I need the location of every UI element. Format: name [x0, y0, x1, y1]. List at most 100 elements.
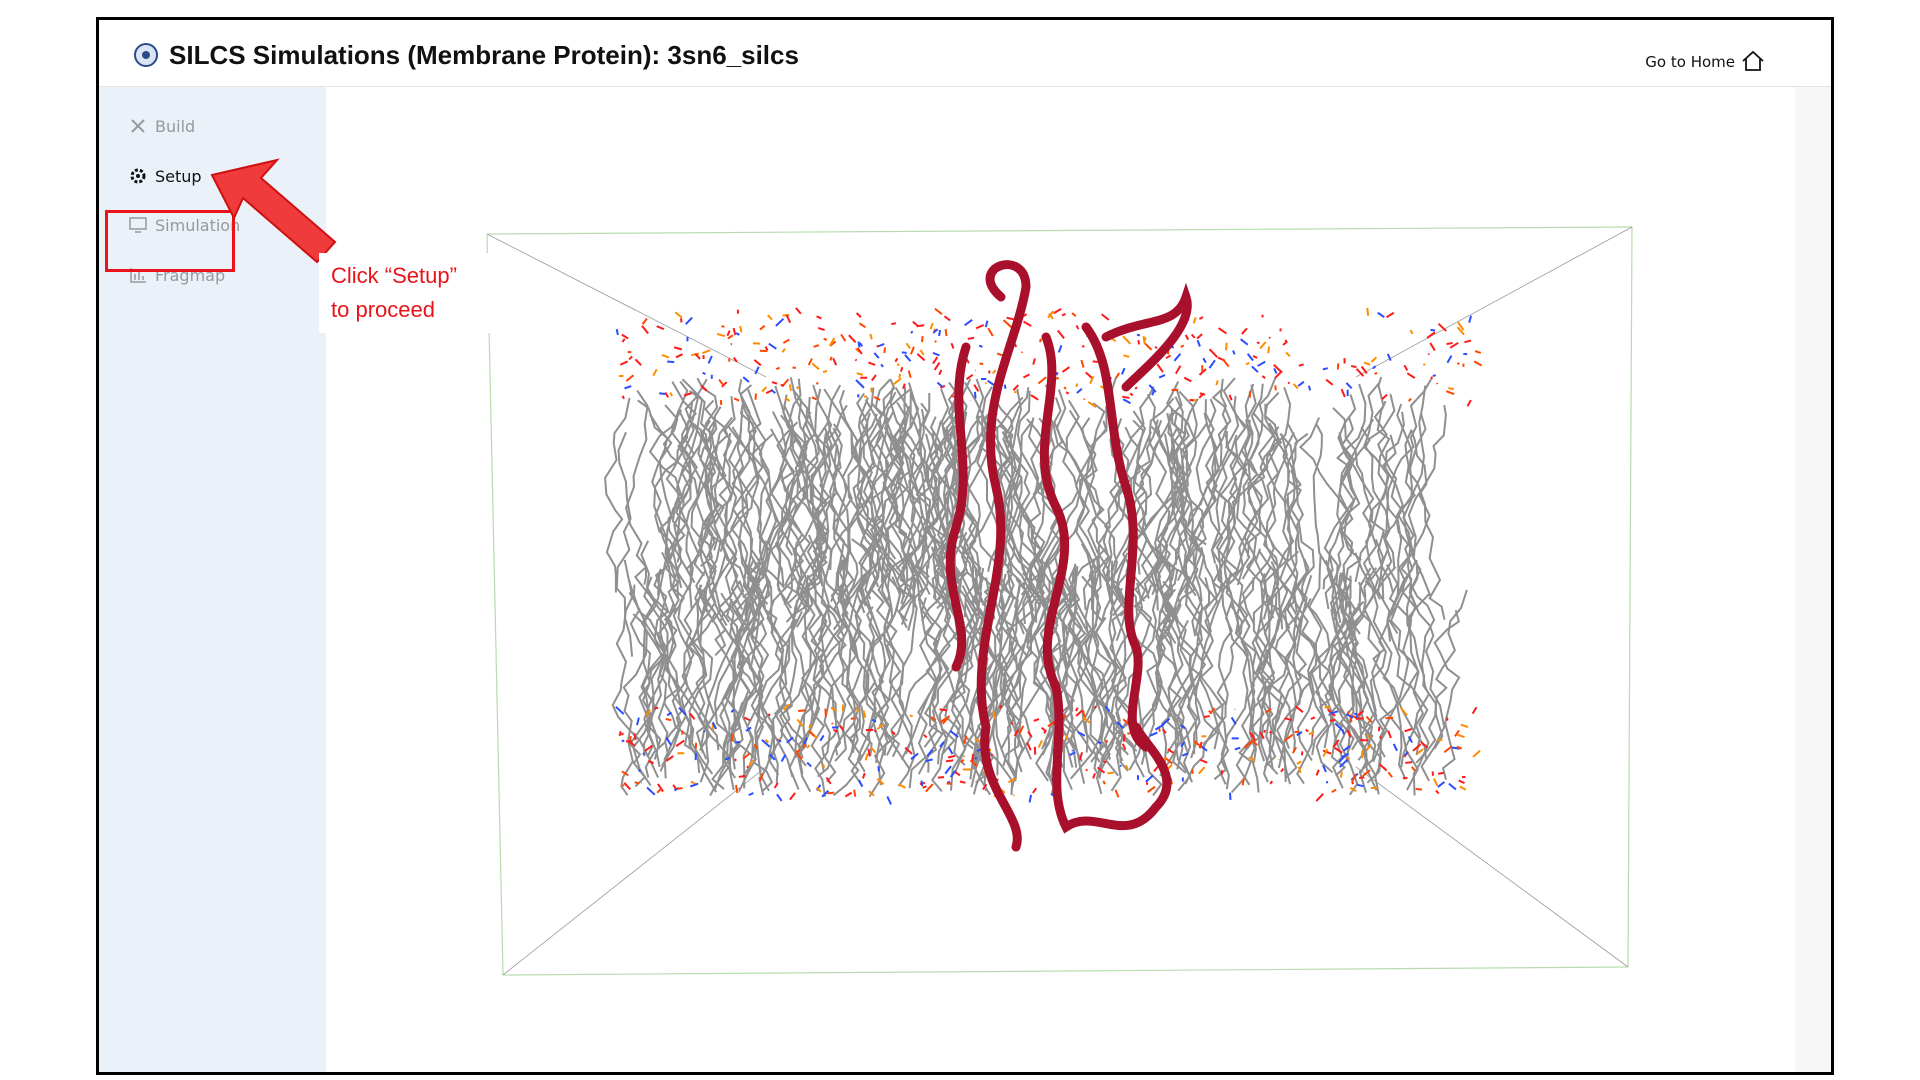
head-group: [1358, 776, 1365, 779]
nav-setup[interactable]: Setup: [129, 167, 202, 186]
head-group: [1341, 729, 1345, 735]
lipid-tail: [1318, 548, 1343, 749]
box-edge: [502, 766, 767, 976]
head-group: [1273, 367, 1278, 374]
head-group: [1426, 331, 1436, 339]
head-group: [654, 706, 659, 710]
head-group: [1332, 739, 1340, 748]
head-group: [1378, 763, 1388, 772]
lipid-tail: [1053, 397, 1110, 590]
head-group: [942, 715, 951, 725]
head-group: [873, 352, 880, 359]
lipid-tail: [1155, 606, 1199, 777]
head-group: [1028, 794, 1033, 803]
lipid-tail: [794, 554, 830, 759]
box-edge: [1355, 226, 1633, 378]
head-group: [829, 356, 833, 361]
head-group: [859, 342, 864, 347]
lipid-tail: [1103, 410, 1147, 617]
head-group: [900, 366, 904, 372]
lipid-tail: [856, 606, 887, 773]
lipid-tail: [1004, 565, 1047, 776]
head-group: [689, 712, 696, 720]
head-group: [855, 379, 865, 389]
lipid-tail: [1133, 388, 1183, 575]
head-group: [1339, 771, 1343, 778]
head-group: [1454, 729, 1460, 737]
head-group: [858, 322, 866, 329]
head-group: [1208, 710, 1211, 713]
home-icon[interactable]: [1741, 50, 1765, 72]
nav-simulation[interactable]: Simulation: [129, 216, 240, 235]
lipid-tail: [889, 391, 930, 578]
head-group: [621, 739, 625, 743]
head-group: [947, 746, 954, 755]
head-group: [1189, 398, 1195, 402]
lipid-tail: [1098, 582, 1144, 779]
protein-ribbon: [1101, 282, 1192, 392]
head-group: [664, 391, 670, 398]
head-group: [1144, 342, 1153, 351]
head-group: [1420, 741, 1429, 749]
head-group: [1083, 398, 1086, 401]
head-group: [830, 706, 838, 712]
head-group: [856, 347, 863, 355]
head-group: [656, 788, 662, 794]
head-group: [1127, 732, 1131, 735]
nav-label[interactable]: Simulation: [155, 216, 241, 235]
nav-label[interactable]: Build: [155, 117, 196, 136]
head-group: [1466, 399, 1472, 407]
home-text[interactable]: Go to Home: [1645, 53, 1735, 71]
head-group: [646, 786, 656, 796]
lipid-tail: [767, 396, 816, 587]
head-group: [1322, 367, 1329, 371]
lipid-tail: [1145, 556, 1173, 766]
head-group: [1443, 745, 1453, 754]
lipid-tail: [1148, 397, 1179, 597]
head-group: [982, 783, 988, 791]
head-group: [778, 739, 782, 743]
annotation-line: Click “Setup”: [331, 263, 457, 288]
head-group: [1065, 391, 1070, 395]
head-group: [1351, 773, 1357, 783]
head-group: [745, 726, 752, 732]
head-group: [824, 708, 827, 717]
lipid-tail: [1337, 394, 1375, 583]
head-group: [803, 737, 808, 745]
head-group: [1423, 363, 1426, 366]
head-group: [916, 324, 925, 328]
head-group: [1460, 723, 1469, 728]
head-group: [678, 707, 687, 716]
head-group: [959, 780, 966, 784]
head-group: [1349, 786, 1357, 793]
head-group: [1215, 380, 1219, 386]
head-group: [711, 721, 718, 730]
lipid-tail: [884, 401, 907, 604]
head-group: [615, 706, 625, 715]
head-group: [675, 739, 685, 747]
head-group: [826, 791, 835, 795]
head-group: [1340, 388, 1346, 398]
lipid-tail: [1363, 567, 1407, 780]
lipid-tail: [925, 433, 965, 631]
head-group: [1075, 325, 1080, 330]
head-group: [1023, 320, 1032, 327]
head-group: [1103, 760, 1107, 764]
head-group: [883, 347, 887, 354]
head-group: [1366, 307, 1370, 316]
lipid-tail: [742, 567, 764, 789]
home-link[interactable]: Go to Home: [1645, 50, 1765, 72]
head-group: [925, 758, 933, 763]
nav-label[interactable]: Setup: [155, 167, 202, 186]
head-group: [1032, 358, 1036, 365]
head-group: [1322, 748, 1329, 757]
head-group: [1122, 335, 1132, 345]
head-group: [738, 775, 746, 778]
head-group: [621, 395, 625, 400]
lipid-tail: [882, 378, 899, 560]
head-group: [759, 773, 764, 782]
head-group: [677, 786, 683, 790]
nav-build[interactable]: Build: [129, 117, 195, 136]
head-group: [1370, 356, 1378, 363]
head-group: [1404, 727, 1413, 733]
